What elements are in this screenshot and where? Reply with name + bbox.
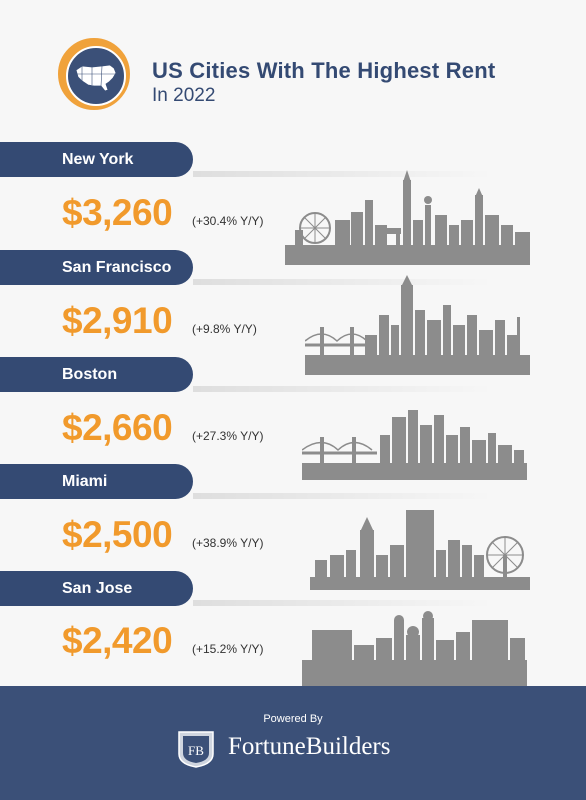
new-york-skyline (285, 170, 530, 265)
price-new-york: $3,260 (62, 192, 173, 233)
price-miami: $2,500 (62, 514, 173, 555)
fortunebuilders-shield-icon: FB (178, 731, 214, 768)
boston-skyline (302, 410, 527, 480)
city-label-boston: Boston (0, 357, 493, 392)
footer (0, 686, 586, 800)
page-title: US Cities With The Highest Rent (152, 58, 496, 83)
san-francisco-skyline (305, 275, 530, 375)
brand-name: FortuneBuilders (228, 733, 391, 760)
change-boston: (+27.3% Y/Y) (192, 429, 264, 443)
city-label-new-york: New York (0, 142, 493, 177)
powered-by-label: Powered By (263, 713, 323, 725)
change-san-jose: (+15.2% Y/Y) (192, 642, 264, 656)
us-map-icon (58, 38, 130, 110)
miami-skyline (310, 510, 530, 590)
page-subtitle: In 2022 (152, 85, 216, 106)
change-miami: (+38.9% Y/Y) (192, 536, 264, 550)
change-san-francisco: (+9.8% Y/Y) (192, 322, 257, 336)
change-new-york: (+30.4% Y/Y) (192, 214, 264, 228)
brand-logo-text: FB (188, 743, 204, 758)
price-san-jose: $2,420 (62, 620, 173, 661)
san-jose-skyline (302, 611, 527, 686)
price-san-francisco: $2,910 (62, 300, 173, 341)
city-label-san-francisco: San Francisco (0, 250, 493, 285)
city-label-miami: Miami (0, 464, 493, 499)
price-boston: $2,660 (62, 407, 173, 448)
city-label-san-jose: San Jose (0, 571, 493, 606)
us-map-shape (75, 64, 117, 92)
